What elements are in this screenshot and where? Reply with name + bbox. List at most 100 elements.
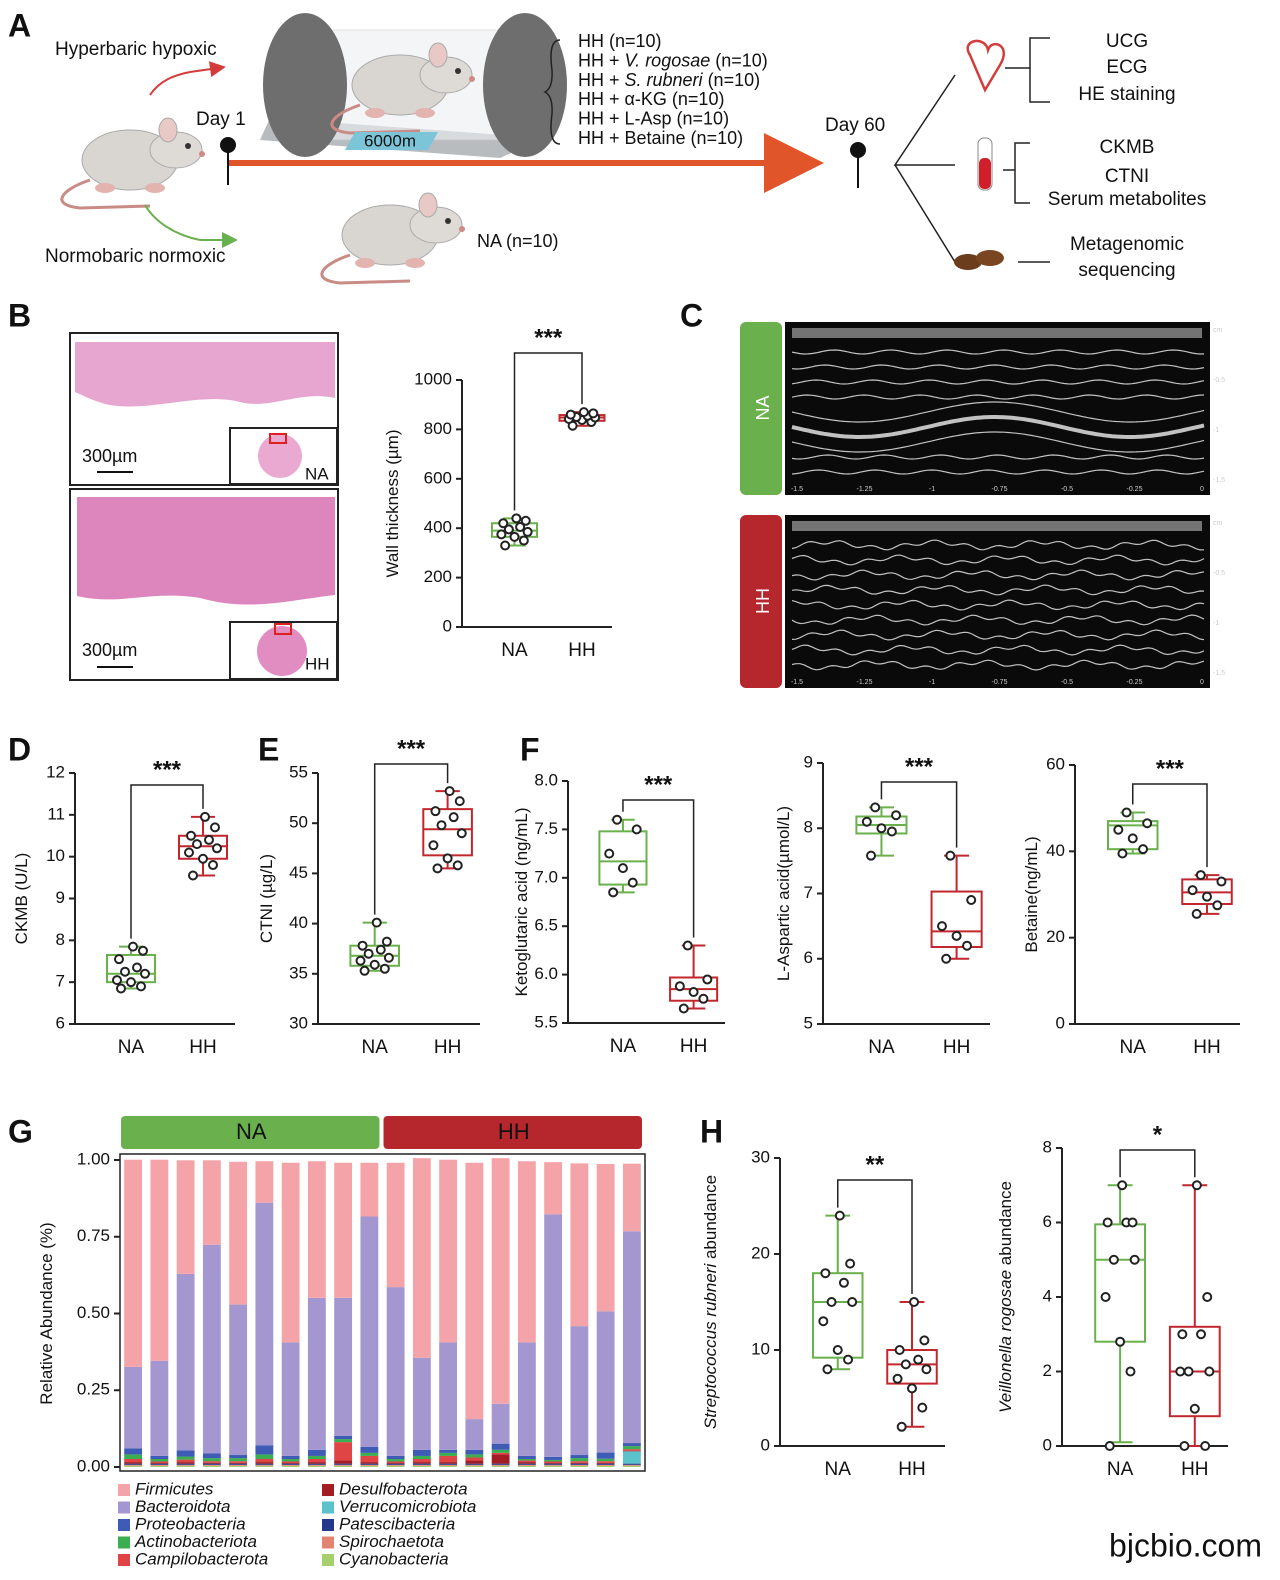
bar-segment (517, 1465, 536, 1467)
legend-swatch (118, 1501, 130, 1514)
data-point (1104, 1441, 1115, 1451)
data-point (945, 850, 956, 861)
data-point (891, 810, 902, 821)
data-point (116, 983, 126, 994)
echo-tick-label: cm (1213, 520, 1223, 527)
data-point (847, 1297, 858, 1307)
group-label-part: S. rubneri (625, 70, 704, 90)
bar-segment (281, 1459, 300, 1462)
echo-tick-label: cm (1213, 327, 1223, 334)
legend-swatch (118, 1554, 130, 1566)
bar-segment (622, 1465, 641, 1467)
bar-segment (360, 1446, 379, 1453)
bar-segment (334, 1460, 353, 1464)
y-tick-label: 8.0 (534, 770, 558, 789)
inset-label: HH (305, 654, 330, 673)
outcome-label: Serum metabolites (1048, 189, 1206, 210)
bar-segment (596, 1464, 615, 1466)
data-point (578, 407, 589, 418)
echo-tick-label: -0.5 (1061, 679, 1073, 686)
rat-icon (320, 191, 467, 285)
y-tick-label: 20 (751, 1243, 770, 1262)
data-point (522, 526, 533, 537)
data-point (140, 968, 150, 979)
group-band-label: HH (498, 1119, 530, 1144)
outcome-label: HE staining (1078, 84, 1175, 105)
y-axis-label-part: CKMB (U/L) (12, 853, 31, 945)
y-tick-label: 7 (804, 883, 813, 902)
data-point (698, 993, 709, 1004)
bar-segment (229, 1461, 248, 1463)
y-axis-label: Streptococcus rubneri abundance (701, 1175, 720, 1429)
bar-segment (386, 1461, 405, 1464)
data-point (894, 1345, 905, 1355)
bar-segment (176, 1450, 195, 1457)
bar-segment (229, 1464, 248, 1466)
significance-label: * (1153, 1121, 1163, 1148)
y-tick-label: 10 (751, 1339, 770, 1358)
bar-segment (412, 1459, 431, 1463)
echo-tick-label: -1.5 (1213, 477, 1225, 484)
significance-label: *** (153, 756, 182, 783)
bar-segment (150, 1360, 169, 1456)
echo-tick-label: -1.5 (1213, 670, 1225, 677)
bar-segment (517, 1464, 536, 1466)
y-tick-label: 7 (56, 972, 65, 991)
echo-trace (791, 599, 1205, 611)
echo-trace (791, 431, 1205, 453)
echo-trace (791, 349, 1205, 355)
bar-segment (517, 1455, 536, 1460)
x-tick-label: HH (189, 1037, 216, 1058)
legend-swatch (118, 1536, 130, 1549)
bar-segment (307, 1449, 326, 1456)
echo-trace (791, 569, 1205, 581)
y-tick-label: 2 (1043, 1361, 1052, 1380)
echo-trace (791, 454, 1205, 460)
branch (893, 74, 956, 263)
outcome-label: ECG (1106, 57, 1147, 78)
bar-segment (307, 1161, 326, 1298)
bar-segment (281, 1465, 300, 1467)
bar-segment (281, 1463, 300, 1465)
bar-segment (544, 1463, 563, 1465)
bar-segment (255, 1161, 274, 1203)
bar-segment (307, 1462, 326, 1464)
significance-label: *** (905, 753, 934, 780)
data-point (1195, 870, 1206, 881)
bar-segment (439, 1465, 458, 1467)
y-tick-label: 40 (289, 913, 308, 932)
data-point (114, 954, 124, 965)
bar-segment (124, 1459, 143, 1463)
data-point (1127, 833, 1138, 844)
bar-segment (150, 1464, 169, 1466)
data-point (674, 981, 685, 992)
data-point (212, 843, 222, 854)
data-point (834, 1210, 845, 1221)
echo-tick-label: -0.75 (992, 486, 1008, 493)
y-tick-label: 40 (1046, 841, 1065, 860)
bar-segment (491, 1443, 510, 1450)
y-tick-label: 30 (751, 1147, 770, 1166)
legend-label: Spirochaetota (339, 1532, 444, 1551)
bar-segment (465, 1449, 484, 1455)
plot-frame (119, 1153, 646, 1472)
bar-segment (544, 1456, 563, 1460)
significance-bracket (1119, 1149, 1196, 1178)
data-point (369, 959, 380, 970)
data-point (381, 936, 392, 947)
outcome-label: CTNI (1105, 166, 1149, 187)
x-tick-label: NA (868, 1037, 895, 1058)
bracket (1005, 37, 1050, 103)
bar-segment (386, 1464, 405, 1466)
condition-label: Normobaric normoxic (45, 246, 226, 267)
group-label-part: HH (n=10) (578, 31, 662, 51)
bar-segment (386, 1465, 405, 1467)
echo-trace (791, 659, 1205, 671)
y-tick-label: 9 (804, 752, 813, 771)
data-point (210, 822, 220, 833)
bar-segment (307, 1455, 326, 1460)
bar-segment (622, 1450, 641, 1452)
group-label-part: HH + α-KG (n=10) (578, 89, 724, 109)
echo-tick-label: -0.75 (992, 679, 1008, 686)
